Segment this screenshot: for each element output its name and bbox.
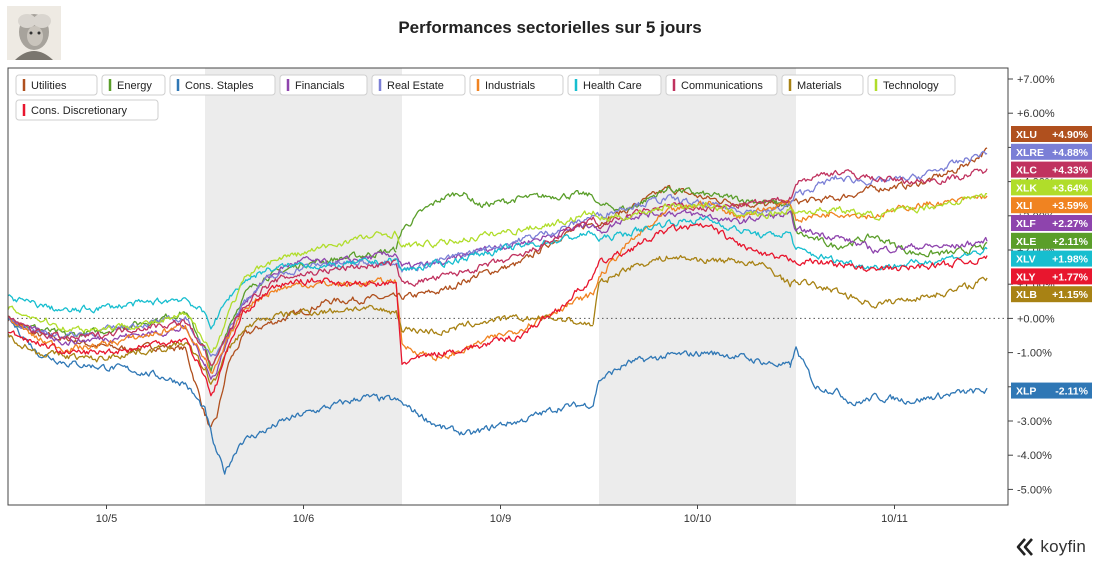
- legend-label: Energy: [117, 80, 152, 92]
- legend-label: Cons. Discretionary: [31, 105, 127, 117]
- value-tag-xle: [1011, 232, 1092, 249]
- x-tick-label: 10/11: [881, 513, 908, 525]
- value-tag-xlp: [1011, 382, 1092, 399]
- value-tag-ticker: XLP: [1016, 386, 1036, 398]
- x-tick-label: 10/9: [490, 513, 511, 525]
- value-tag-xlk: [1011, 179, 1092, 196]
- value-tag-ticker: XLF: [1016, 218, 1036, 230]
- value-tag-value: +2.27%: [1052, 218, 1089, 230]
- value-tag-value: +4.88%: [1052, 147, 1089, 159]
- value-tag-value: +4.33%: [1052, 165, 1089, 177]
- value-tag-xlre: [1011, 143, 1092, 160]
- legend-label: Health Care: [583, 80, 642, 92]
- legend-item[interactable]: [15, 99, 159, 121]
- legend-label: Cons. Staples: [185, 80, 254, 92]
- series-line-xlp[interactable]: [7, 317, 988, 475]
- value-tag-xli: [1011, 197, 1092, 214]
- series-line-xlv[interactable]: [7, 216, 988, 330]
- legend-label: Industrials: [485, 80, 536, 92]
- value-tag-ticker: XLC: [1016, 165, 1037, 177]
- value-tag-ticker: XLV: [1016, 254, 1036, 266]
- y-tick-label: +7.00%: [1017, 74, 1055, 86]
- legend-label: Real Estate: [387, 80, 444, 92]
- x-tick-label: 10/5: [96, 513, 117, 525]
- legend-item[interactable]: [169, 74, 276, 96]
- avatar: [7, 6, 61, 60]
- plot-frame: [7, 67, 1009, 506]
- legend-label: Materials: [797, 80, 842, 92]
- series-line-xly[interactable]: [7, 222, 988, 397]
- series-line-xlk[interactable]: [7, 192, 988, 354]
- value-tag-value: +3.59%: [1052, 200, 1089, 212]
- legend-item[interactable]: [15, 74, 98, 96]
- value-tag-ticker: XLY: [1016, 271, 1035, 283]
- value-tag-ticker: XLK: [1016, 182, 1037, 194]
- brand-name: koyfin: [1040, 537, 1086, 556]
- chart-title: Performances sectorielles sur 5 jours: [398, 18, 702, 37]
- legend-label: Technology: [883, 80, 939, 92]
- legend-item[interactable]: [469, 74, 564, 96]
- value-tag-value: +3.64%: [1052, 182, 1089, 194]
- day-shading: [599, 68, 796, 505]
- y-tick-label: -1.00%: [1017, 348, 1052, 360]
- series-line-xle[interactable]: [7, 185, 988, 373]
- x-tick-label: 10/10: [684, 513, 712, 525]
- value-tag-xlv: [1011, 250, 1092, 267]
- y-tick-label: -4.00%: [1017, 450, 1052, 462]
- value-tag-xlc: [1011, 161, 1092, 178]
- value-tag-xlb: [1011, 286, 1092, 303]
- brand-logo: koyfin: [1016, 537, 1086, 557]
- value-tag-value: -2.11%: [1055, 386, 1088, 398]
- value-tag-value: +1.98%: [1052, 254, 1089, 266]
- legend-item[interactable]: [867, 74, 956, 96]
- legend-item[interactable]: [371, 74, 466, 96]
- series-line-xlc[interactable]: [7, 168, 988, 366]
- legend-item[interactable]: [781, 74, 864, 96]
- value-tag-value: +4.90%: [1052, 129, 1089, 141]
- legend-item[interactable]: [101, 74, 166, 96]
- legend-label: Communications: [681, 80, 763, 92]
- value-tag-value: +1.77%: [1052, 271, 1089, 283]
- value-tag-xly: [1011, 268, 1092, 285]
- value-tag-ticker: XLE: [1016, 236, 1036, 248]
- value-tag-ticker: XLU: [1016, 129, 1037, 141]
- value-tag-ticker: XLI: [1016, 200, 1032, 212]
- y-tick-label: -3.00%: [1017, 416, 1052, 428]
- koyfin-logo-icon: [1017, 538, 1034, 556]
- value-tag-value: +1.15%: [1052, 289, 1089, 301]
- x-tick-label: 10/6: [293, 513, 314, 525]
- legend-label: Financials: [295, 80, 345, 92]
- series-line-xlu[interactable]: [7, 147, 988, 429]
- legend-item[interactable]: [279, 74, 368, 96]
- value-tag-value: +2.11%: [1053, 236, 1089, 248]
- series-line-xli[interactable]: [7, 194, 988, 374]
- series-line-xlb[interactable]: [7, 254, 988, 385]
- y-tick-label: +6.00%: [1017, 108, 1055, 120]
- y-tick-label: -5.00%: [1017, 484, 1052, 496]
- y-tick-label: +0.00%: [1017, 313, 1055, 325]
- series-line-xlf[interactable]: [7, 209, 988, 380]
- value-tag-xlu: [1011, 126, 1092, 142]
- legend-item[interactable]: [567, 74, 662, 96]
- value-tag-ticker: XLB: [1016, 289, 1037, 301]
- value-tag-xlf: [1011, 215, 1092, 231]
- legend-label: Utilities: [31, 80, 67, 92]
- value-tag-ticker: XLRE: [1016, 147, 1044, 159]
- legend-item[interactable]: [665, 74, 778, 96]
